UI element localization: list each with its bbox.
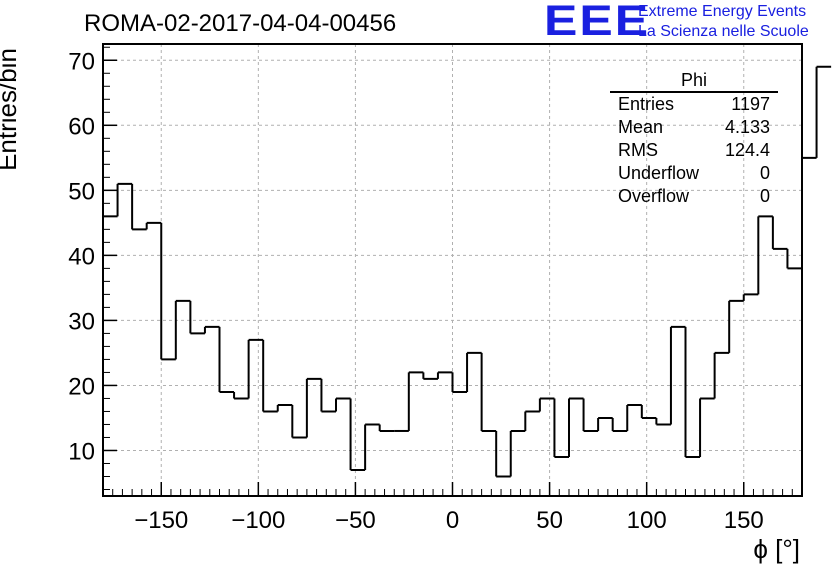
x-tick-label: −150 [134, 507, 188, 534]
histogram-bin [407, 371, 424, 431]
stats-title: Phi [610, 70, 778, 93]
stats-row-rms: RMS 124.4 [610, 139, 778, 162]
histogram-bin [742, 293, 759, 301]
stats-label: Entries [618, 94, 675, 114]
histogram-bin [262, 339, 278, 413]
histogram-bin [626, 403, 642, 431]
stats-label: Underflow [618, 163, 700, 183]
histogram-bin [553, 398, 569, 458]
axis-ticks [103, 46, 793, 496]
logo-line-2: La Scienza nelle Scuole [638, 23, 809, 40]
tick-labels: −150 −100 −50 0 50 100 150 10 20 30 40 50 60 70 [68, 48, 763, 534]
histogram-bin [291, 404, 307, 439]
x-tick-label: 150 [724, 507, 764, 534]
histogram-bin [713, 351, 730, 399]
histogram-bin [524, 410, 540, 431]
histogram-bin [815, 65, 832, 158]
chart-title: ROMA-02-2017-04-04-00456 [84, 10, 397, 37]
histogram-bin [116, 182, 133, 217]
stats-row-entries: Entries 1197 [610, 93, 778, 116]
stats-label: RMS [618, 140, 658, 160]
histogram-bin [203, 325, 220, 334]
stats-row-mean: Mean 4.133 [610, 116, 778, 139]
stats-value: 124.4 [724, 140, 770, 160]
histogram-bin [174, 299, 191, 360]
histogram-bin [495, 430, 511, 478]
histogram-bin [728, 299, 744, 353]
stats-value: 1197 [731, 94, 770, 114]
y-tick-label: 20 [68, 373, 95, 400]
histogram-bin [757, 215, 773, 295]
histogram-bin [771, 216, 788, 250]
histogram-bin [218, 326, 235, 393]
x-tick-label: 100 [627, 507, 667, 534]
histogram-bin [801, 156, 817, 269]
histogram-bin [160, 222, 176, 361]
stats-label: Mean [618, 117, 664, 137]
x-tick-label: −100 [231, 507, 285, 534]
y-tick-label: 30 [68, 308, 95, 335]
histogram-bin [305, 377, 322, 438]
y-tick-label: 70 [68, 48, 95, 75]
histogram-bin [655, 417, 671, 426]
histogram-bin [611, 417, 628, 432]
x-tick-label: −50 [335, 507, 376, 534]
x-axis-label: ϕ [°] [753, 534, 800, 564]
histogram-bin [320, 378, 336, 413]
y-tick-label: 50 [68, 178, 95, 205]
histogram-bin [669, 325, 686, 425]
y-tick-label: 10 [68, 438, 95, 465]
y-tick-label: 40 [68, 243, 95, 270]
histogram-bin [247, 338, 264, 399]
x-tick-label: 50 [536, 507, 563, 534]
histogram-bin [378, 424, 395, 432]
logo-line-1: Extreme Energy Events [638, 3, 807, 20]
histogram-bin [349, 398, 366, 471]
histogram-bin [684, 326, 701, 458]
histogram-bin [422, 372, 438, 380]
stats-box: Phi Entries 1197 Mean 4.133 RMS 124.4 Underflo… [610, 70, 778, 208]
stats-value: 0 [759, 186, 770, 206]
histogram-bin [335, 397, 351, 412]
histogram-bin [480, 352, 497, 432]
stats-row-underflow: Underflow 0 [610, 162, 778, 185]
histogram-bin [131, 183, 147, 231]
histogram-bin [436, 371, 453, 379]
histogram-bin [509, 429, 526, 477]
y-tick-label: 60 [68, 113, 95, 140]
histogram-bin [451, 372, 468, 393]
histogram-bin [233, 391, 249, 400]
histogram-bin [786, 248, 802, 270]
histogram-bin [699, 397, 715, 457]
histogram-bin [640, 404, 657, 419]
stats-value: 0 [759, 163, 770, 183]
histogram-bin [538, 397, 555, 412]
stats-value: 4.133 [724, 117, 770, 137]
stats-label: Overflow [618, 186, 690, 206]
eee-logo: EEE [544, 0, 651, 45]
histogram-bin [145, 221, 162, 230]
histogram-bin [466, 351, 482, 392]
x-tick-label: 0 [446, 507, 459, 534]
histogram-bin [276, 403, 293, 412]
histogram-series [103, 65, 832, 478]
histogram-bin [597, 416, 613, 431]
histogram-bin [364, 423, 380, 470]
stats-row-overflow: Overflow 0 [610, 185, 778, 208]
histogram-bin [189, 300, 205, 335]
histogram-bin [582, 398, 599, 432]
histogram-bin [568, 397, 584, 457]
